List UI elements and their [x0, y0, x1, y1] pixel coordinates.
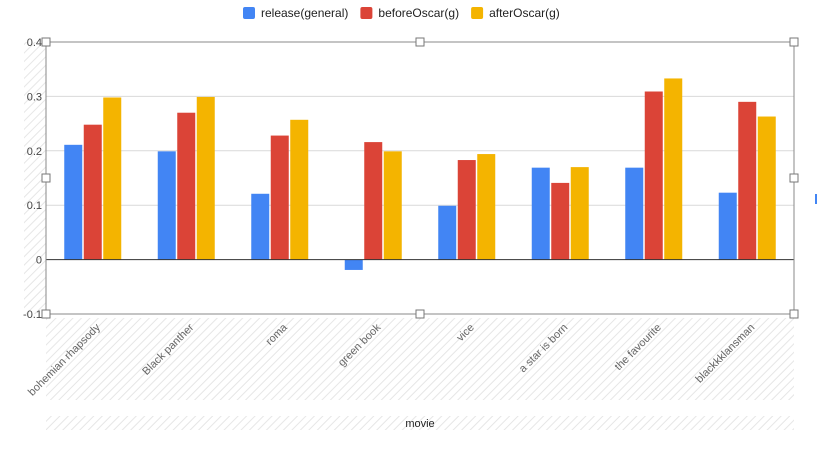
bars	[64, 78, 776, 270]
y-tick-label: -0.1	[23, 309, 42, 321]
x-axis-title: movie	[405, 418, 434, 430]
resize-handle[interactable]	[789, 37, 799, 47]
bar[interactable]	[103, 97, 122, 260]
bar[interactable]	[757, 116, 776, 260]
y-tick-label: 0.1	[27, 200, 42, 212]
bar[interactable]	[477, 154, 496, 260]
legend-swatch	[243, 7, 255, 19]
resize-handle[interactable]	[415, 309, 425, 319]
resize-handle[interactable]	[789, 173, 799, 183]
x-axis-area	[46, 318, 794, 400]
y-axis-area	[24, 42, 46, 314]
x-axis-title-area[interactable]	[46, 416, 794, 430]
bar[interactable]	[738, 101, 757, 260]
bar[interactable]	[344, 259, 363, 270]
bar[interactable]	[718, 192, 737, 260]
bar[interactable]	[251, 193, 270, 260]
resize-handle[interactable]	[789, 309, 799, 319]
bar[interactable]	[157, 151, 176, 260]
legend: release(general) beforeOscar(g) afterOscar…	[243, 6, 560, 20]
bar[interactable]	[664, 78, 683, 260]
resize-handle[interactable]	[41, 173, 51, 183]
bar[interactable]	[64, 144, 83, 260]
bar[interactable]	[196, 96, 215, 260]
bar[interactable]	[290, 119, 309, 260]
bar[interactable]	[177, 112, 196, 260]
y-axis-ticks: 0.4 0.3 0.2 0.1 0 -0.1	[23, 37, 42, 321]
resize-handle[interactable]	[415, 37, 425, 47]
bar[interactable]	[270, 135, 289, 260]
legend-swatch	[360, 7, 373, 19]
legend-label: release(general)	[261, 6, 348, 20]
y-tick-label: 0	[36, 255, 42, 267]
y-tick-label: 0.4	[27, 37, 42, 49]
bar[interactable]	[457, 160, 476, 260]
bar[interactable]	[570, 167, 589, 260]
legend-label: afterOscar(g)	[489, 6, 560, 20]
y-tick-label: 0.3	[27, 91, 42, 103]
bar[interactable]	[83, 124, 102, 260]
resize-handle[interactable]	[41, 309, 51, 319]
selection-handles	[41, 37, 799, 319]
legend-swatch	[471, 7, 484, 19]
cursor-mark	[815, 194, 817, 204]
bar[interactable]	[383, 151, 402, 260]
bar[interactable]	[625, 167, 644, 260]
bar[interactable]	[551, 182, 570, 260]
bar[interactable]	[438, 205, 457, 260]
y-tick-label: 0.2	[27, 146, 42, 158]
bar[interactable]	[644, 91, 663, 260]
bar[interactable]	[531, 167, 550, 260]
resize-handle[interactable]	[41, 37, 51, 47]
bar[interactable]	[364, 142, 383, 260]
legend-label: beforeOscar(g)	[378, 6, 459, 20]
